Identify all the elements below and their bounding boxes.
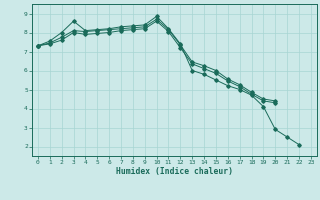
X-axis label: Humidex (Indice chaleur): Humidex (Indice chaleur) <box>116 167 233 176</box>
